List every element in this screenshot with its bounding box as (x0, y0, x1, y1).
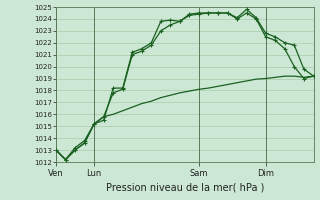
X-axis label: Pression niveau de la mer( hPa ): Pression niveau de la mer( hPa ) (106, 182, 264, 192)
